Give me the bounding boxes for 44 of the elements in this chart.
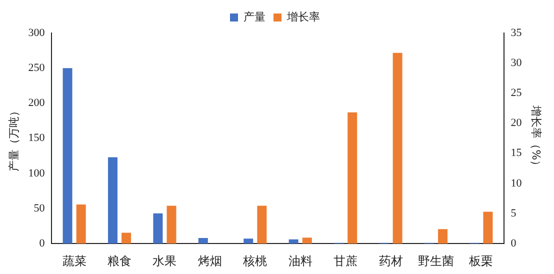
y-axis-title: 产量（万吨） [7, 105, 20, 172]
y2-tick-label: 25 [510, 87, 522, 100]
x-tick-label: 药材 [378, 254, 403, 268]
x-tick-label: 野生菌 [418, 254, 454, 268]
bar [153, 213, 163, 244]
bar [288, 239, 298, 244]
y2-tick-label: 20 [510, 117, 522, 130]
y2-axis-title: 增长率（%） [530, 104, 543, 172]
bar [348, 112, 358, 244]
y-tick-label: 200 [28, 97, 46, 110]
bar [76, 204, 86, 244]
x-tick-label: 蔬菜 [62, 254, 86, 268]
y2-tick-label: 30 [510, 56, 522, 69]
y-tick-label: 50 [34, 202, 46, 214]
bar [166, 206, 176, 244]
x-tick-label: 油料 [288, 254, 312, 268]
bar [108, 157, 118, 244]
y2-tick-label: 35 [510, 26, 522, 39]
y-tick-label: 250 [28, 62, 46, 74]
y2-tick-label: 5 [510, 207, 517, 220]
bar [198, 238, 208, 244]
x-tick-label: 甘蔗 [334, 254, 358, 268]
x-tick-label: 核桃 [242, 254, 268, 268]
bar [392, 52, 402, 244]
y-tick-label: 100 [28, 167, 46, 180]
legend-label: 增长率 [286, 10, 320, 24]
y2-tick-label: 15 [510, 147, 522, 160]
x-tick-label: 板栗 [468, 254, 494, 268]
bar [122, 232, 132, 244]
y-tick-label: 300 [28, 26, 46, 39]
bar [302, 238, 312, 244]
bar [438, 229, 448, 244]
y2-tick-label: 0 [510, 237, 517, 250]
y-tick-label: 0 [39, 237, 46, 250]
x-tick-label: 粮食 [108, 254, 132, 268]
y-tick-label: 150 [28, 132, 46, 144]
x-tick-label: 烤烟 [198, 254, 222, 268]
legend-label: 产量 [244, 10, 266, 24]
bar [244, 238, 254, 244]
bar [62, 68, 72, 244]
x-tick-label: 水果 [152, 254, 177, 268]
bar [257, 206, 267, 244]
y2-tick-label: 10 [510, 177, 522, 190]
bar [483, 212, 493, 244]
